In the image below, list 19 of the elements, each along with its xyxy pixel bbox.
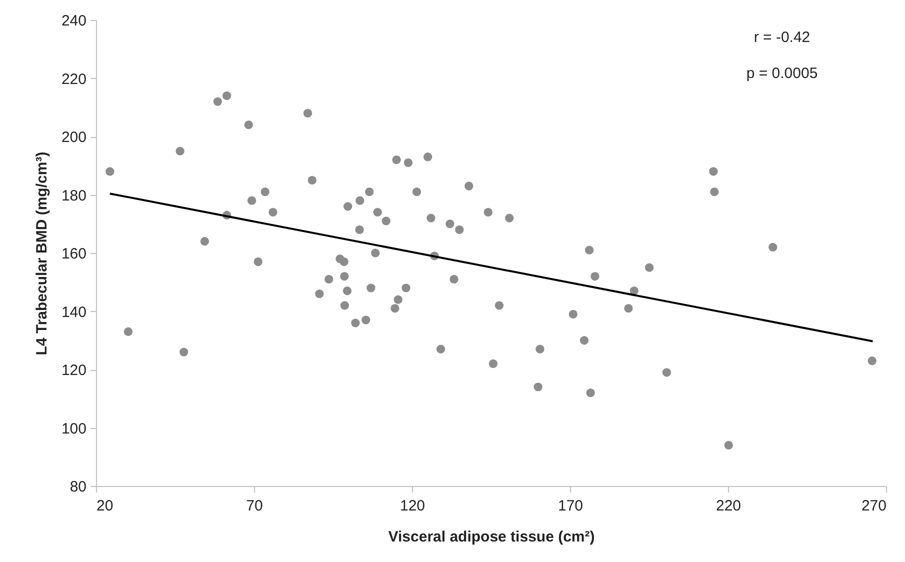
x-tick-label: 70 bbox=[246, 498, 263, 514]
y-tick-label: 100 bbox=[61, 420, 86, 438]
x-tick-label: 220 bbox=[716, 498, 742, 514]
x-tick-label: 270 bbox=[861, 498, 886, 514]
y-tick-label: 180 bbox=[61, 187, 86, 204]
x-tick-label: 170 bbox=[558, 498, 584, 514]
y-tick-label: 160 bbox=[61, 246, 86, 262]
y-tick-label: 140 bbox=[61, 304, 86, 321]
annotation: p = 0.0005 bbox=[746, 65, 818, 82]
x-tick-label: 120 bbox=[400, 498, 426, 514]
y-tick-label: 240 bbox=[61, 12, 86, 30]
annotation: r = -0.42 bbox=[754, 29, 810, 46]
x-axis-title: Visceral adipose tissue (cm²) bbox=[388, 528, 595, 546]
y-tick-label: 80 bbox=[70, 478, 86, 496]
y-tick-label: 120 bbox=[61, 362, 86, 379]
y-tick-label: 220 bbox=[61, 70, 86, 88]
y-tick-label: 200 bbox=[61, 129, 86, 146]
x-tick-label: 20 bbox=[96, 498, 114, 514]
y-axis-title: L4 Trabecular BMD (mg/cm³) bbox=[33, 152, 50, 356]
